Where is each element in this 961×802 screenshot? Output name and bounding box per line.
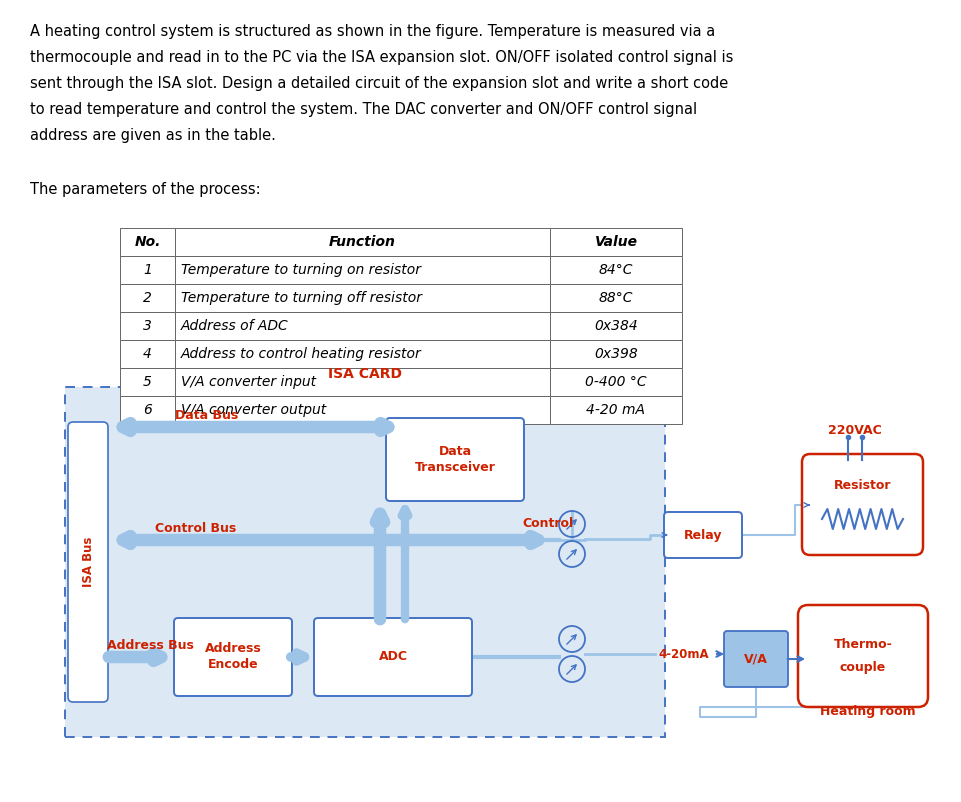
FancyBboxPatch shape	[174, 618, 292, 696]
Bar	[175, 368, 550, 396]
Text: Control Bus: Control Bus	[155, 522, 236, 535]
Text: 220VAC: 220VAC	[828, 424, 882, 437]
Text: A heating control system is structured as shown in the figure. Temperature is me: A heating control system is structured a…	[30, 24, 715, 39]
Bar	[175, 228, 550, 256]
Text: 2: 2	[143, 291, 152, 305]
FancyBboxPatch shape	[386, 418, 524, 501]
Bar	[120, 284, 175, 312]
Text: 4: 4	[143, 347, 152, 361]
Bar	[120, 228, 175, 256]
Bar	[120, 340, 175, 368]
Text: Heating room: Heating room	[820, 705, 916, 718]
Text: 0x384: 0x384	[594, 319, 638, 333]
Text: couple: couple	[840, 661, 886, 674]
Bar	[550, 284, 682, 312]
Text: Data: Data	[438, 445, 472, 458]
FancyBboxPatch shape	[798, 605, 928, 707]
Text: Address to control heating resistor: Address to control heating resistor	[181, 347, 422, 361]
Bar	[120, 312, 175, 340]
Text: 84°C: 84°C	[599, 263, 633, 277]
Text: ISA Bus: ISA Bus	[82, 537, 94, 587]
FancyBboxPatch shape	[664, 512, 742, 558]
Bar	[550, 368, 682, 396]
Text: Control: Control	[522, 517, 573, 530]
Text: V/A converter output: V/A converter output	[181, 403, 326, 417]
FancyBboxPatch shape	[724, 631, 788, 687]
Text: Value: Value	[595, 235, 637, 249]
Text: 3: 3	[143, 319, 152, 333]
Text: Relay: Relay	[683, 529, 723, 541]
Text: 1: 1	[143, 263, 152, 277]
Bar	[175, 284, 550, 312]
Text: No.: No.	[135, 235, 160, 249]
Text: V/A: V/A	[744, 653, 768, 666]
Text: Address of ADC: Address of ADC	[181, 319, 288, 333]
Bar	[120, 256, 175, 284]
Text: The parameters of the process:: The parameters of the process:	[30, 182, 260, 197]
FancyBboxPatch shape	[314, 618, 472, 696]
Bar	[550, 396, 682, 424]
Bar	[550, 228, 682, 256]
FancyBboxPatch shape	[802, 454, 923, 555]
Text: 88°C: 88°C	[599, 291, 633, 305]
Text: ADC: ADC	[379, 650, 407, 663]
Text: ISA CARD: ISA CARD	[328, 367, 402, 381]
FancyBboxPatch shape	[68, 422, 108, 702]
Bar	[175, 396, 550, 424]
Text: sent through the ISA slot. Design a detailed circuit of the expansion slot and w: sent through the ISA slot. Design a deta…	[30, 76, 728, 91]
Text: address are given as in the table.: address are given as in the table.	[30, 128, 276, 143]
Text: to read temperature and control the system. The DAC converter and ON/OFF control: to read temperature and control the syst…	[30, 102, 697, 117]
Text: 0x398: 0x398	[594, 347, 638, 361]
Text: Data Bus: Data Bus	[175, 409, 238, 422]
Bar	[550, 340, 682, 368]
Bar	[175, 312, 550, 340]
Bar	[550, 256, 682, 284]
Text: Address Bus: Address Bus	[107, 639, 194, 652]
Bar	[120, 396, 175, 424]
Bar	[120, 368, 175, 396]
Text: 6: 6	[143, 403, 152, 417]
Text: 5: 5	[143, 375, 152, 389]
Bar	[175, 340, 550, 368]
Bar	[65, 387, 665, 737]
Text: V/A converter input: V/A converter input	[181, 375, 316, 389]
Text: Function: Function	[329, 235, 396, 249]
Bar	[550, 312, 682, 340]
Text: Encode: Encode	[208, 658, 259, 671]
Text: Temperature to turning on resistor: Temperature to turning on resistor	[181, 263, 421, 277]
Text: Thermo-: Thermo-	[833, 638, 893, 651]
Text: Transceiver: Transceiver	[414, 461, 496, 474]
Text: Temperature to turning off resistor: Temperature to turning off resistor	[181, 291, 422, 305]
Text: 4-20 mA: 4-20 mA	[586, 403, 646, 417]
Text: 0-400 °C: 0-400 °C	[585, 375, 647, 389]
Text: thermocouple and read in to the PC via the ISA expansion slot. ON/OFF isolated c: thermocouple and read in to the PC via t…	[30, 50, 733, 65]
Text: Resistor: Resistor	[834, 480, 891, 492]
Text: 4-20mA: 4-20mA	[658, 647, 708, 661]
Bar	[175, 256, 550, 284]
Text: Address: Address	[205, 642, 261, 655]
